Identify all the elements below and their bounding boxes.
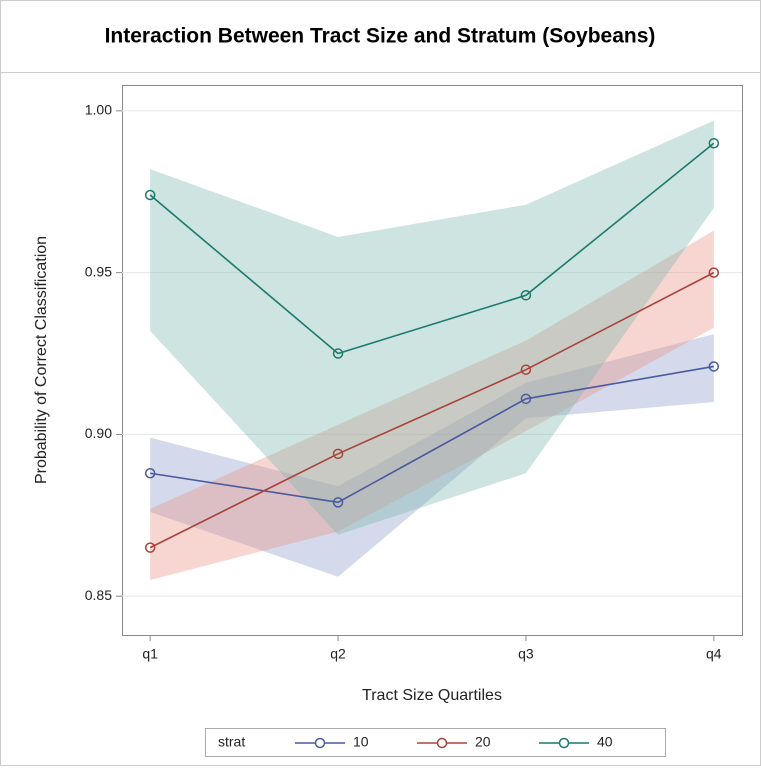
data-point (144, 189, 156, 201)
confidence-band (150, 120, 714, 535)
legend-label: 20 (475, 734, 491, 750)
y-axis-label: Probability of Correct Classification (33, 236, 50, 484)
data-point (708, 361, 720, 372)
x-axis-label: Tract Size Quartiles (362, 687, 502, 704)
legend-marker (558, 737, 570, 749)
data-point (144, 542, 156, 553)
y-tick-label: 0.90 (85, 425, 112, 441)
series-line (149, 142, 715, 355)
plot-frame (122, 85, 743, 636)
data-point (332, 497, 344, 508)
data-point (332, 448, 344, 460)
confidence-band (150, 334, 714, 577)
y-tick-label: 0.95 (85, 263, 112, 279)
data-point (520, 364, 532, 375)
data-point (520, 290, 532, 301)
x-tick-label: q3 (518, 646, 534, 662)
data-point (520, 393, 532, 405)
x-tick-label: q4 (706, 646, 722, 662)
legend-marker (436, 737, 448, 749)
confidence-band (150, 230, 714, 580)
legend-marker (314, 737, 326, 749)
y-tick-label: 0.85 (85, 587, 112, 603)
data-point (708, 267, 720, 278)
chart-title: Interaction Between Tract Size and Strat… (105, 25, 656, 48)
data-point (708, 137, 720, 149)
series-line (149, 271, 715, 549)
legend-title: strat (218, 734, 245, 750)
x-tick-label: q1 (142, 646, 158, 662)
series-line (150, 365, 714, 504)
x-tick-label: q2 (330, 646, 346, 662)
y-tick-label: 1.00 (85, 102, 112, 118)
data-point (144, 467, 156, 479)
data-point (332, 348, 344, 359)
legend-label: 10 (353, 734, 369, 750)
legend-label: 40 (597, 734, 613, 750)
